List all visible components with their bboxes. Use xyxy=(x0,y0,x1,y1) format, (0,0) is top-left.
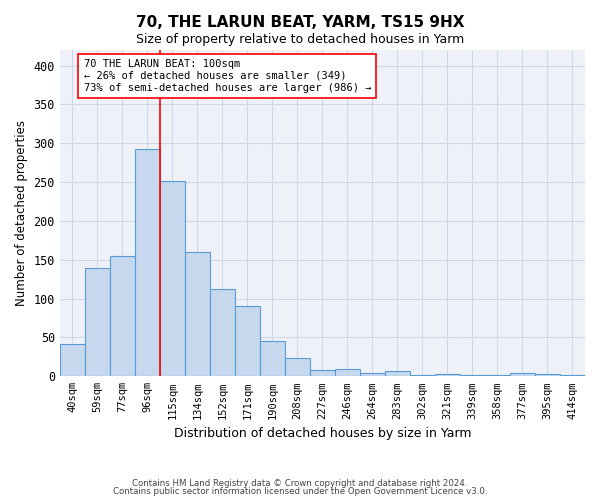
Bar xyxy=(60,344,85,376)
Bar xyxy=(160,182,185,376)
Bar xyxy=(85,268,110,376)
Bar xyxy=(560,375,585,376)
Bar xyxy=(185,252,210,376)
Text: 70 THE LARUN BEAT: 100sqm
← 26% of detached houses are smaller (349)
73% of semi: 70 THE LARUN BEAT: 100sqm ← 26% of detac… xyxy=(83,60,371,92)
Bar xyxy=(410,375,435,376)
Bar xyxy=(260,340,285,376)
Bar xyxy=(135,148,160,376)
Bar xyxy=(385,371,410,376)
Bar xyxy=(110,256,135,376)
Bar xyxy=(210,288,235,376)
Bar xyxy=(485,375,510,376)
Bar xyxy=(435,374,460,376)
Bar xyxy=(460,375,485,376)
Text: Size of property relative to detached houses in Yarm: Size of property relative to detached ho… xyxy=(136,32,464,46)
Y-axis label: Number of detached properties: Number of detached properties xyxy=(15,120,28,306)
Bar xyxy=(535,374,560,376)
X-axis label: Distribution of detached houses by size in Yarm: Distribution of detached houses by size … xyxy=(173,427,471,440)
Text: 70, THE LARUN BEAT, YARM, TS15 9HX: 70, THE LARUN BEAT, YARM, TS15 9HX xyxy=(136,15,464,30)
Bar xyxy=(285,358,310,376)
Text: Contains HM Land Registry data © Crown copyright and database right 2024.: Contains HM Land Registry data © Crown c… xyxy=(132,478,468,488)
Bar xyxy=(360,373,385,376)
Text: Contains public sector information licensed under the Open Government Licence v3: Contains public sector information licen… xyxy=(113,487,487,496)
Bar xyxy=(235,306,260,376)
Bar xyxy=(510,373,535,376)
Bar xyxy=(310,370,335,376)
Bar xyxy=(335,368,360,376)
